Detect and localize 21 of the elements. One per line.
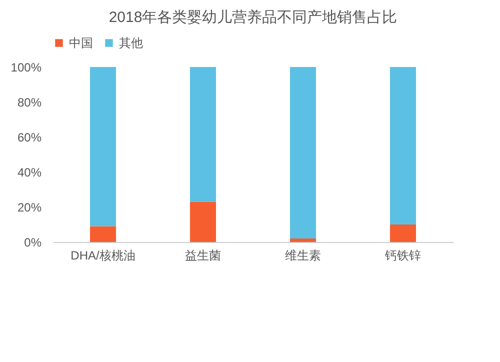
y-tick-label: 60% <box>17 130 42 144</box>
bar <box>390 224 416 242</box>
x-tick-label: 维生素 <box>285 248 321 262</box>
y-tick-label: 20% <box>17 200 42 214</box>
legend-label: 其他 <box>119 36 143 50</box>
bar <box>290 238 316 242</box>
bar <box>390 67 416 224</box>
bar <box>290 67 316 238</box>
bar <box>90 67 116 226</box>
y-tick-label: 80% <box>17 96 42 110</box>
y-tick-label: 0% <box>24 236 42 250</box>
x-tick-label: 益生菌 <box>185 248 221 262</box>
legend-label: 中国 <box>69 36 93 50</box>
y-tick-label: 40% <box>17 166 42 180</box>
y-tick-label: 100% <box>10 60 42 74</box>
bar <box>190 67 216 202</box>
bar <box>90 226 116 242</box>
x-tick-label: 钙铁锌 <box>384 248 421 262</box>
chart-title: 2018年各类婴幼儿营养品不同产地销售占比 <box>108 9 398 26</box>
x-tick-label: DHA/核桃油 <box>70 248 136 262</box>
bar <box>190 202 216 242</box>
